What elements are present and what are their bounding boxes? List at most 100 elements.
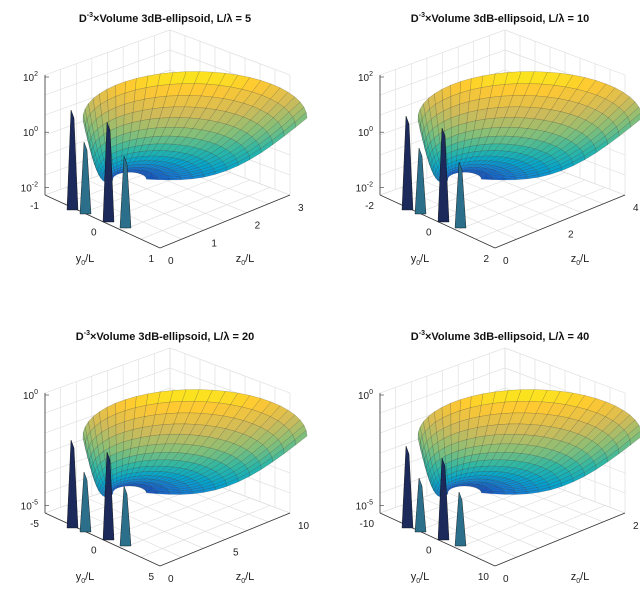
chart-title-suffix: = 40: [564, 331, 589, 343]
y-tick-label: 2: [633, 521, 639, 532]
surface-spike: [401, 115, 414, 211]
x-tick-label: 0: [91, 546, 97, 557]
x-axis-line: [44, 194, 161, 249]
y-axis-line: [159, 512, 291, 567]
y-tick-label: 0: [168, 574, 174, 585]
y-tick-label: 10: [298, 521, 310, 532]
surface-spike: [454, 491, 467, 547]
z-tick-label: 10-5: [356, 499, 373, 512]
surface-spike: [66, 439, 79, 529]
grid-line: [140, 187, 271, 240]
surface-plot: [401, 71, 640, 229]
chart-title-sup: -3: [419, 12, 425, 19]
chart-title-lambda: λ: [558, 13, 564, 25]
chart-title-mid: ×Volume 3dB-ellipsoid, L/: [425, 13, 558, 25]
chart-title-lambda: λ: [558, 331, 564, 343]
chart-title: D-3×Volume 3dB-ellipsoid, L/λ = 5: [79, 12, 251, 25]
surface-spike: [437, 457, 450, 541]
x-tick-label: -1: [30, 201, 39, 212]
z-tick-label: 102: [358, 71, 373, 84]
chart-title-prefix: D: [411, 331, 419, 343]
surface-patch: [146, 491, 158, 494]
z-tick-label: 100: [23, 389, 38, 402]
x-tick-label: 5: [148, 572, 154, 583]
grid-line: [475, 187, 606, 240]
chart-title-sup: -3: [419, 330, 425, 337]
grid-line: [140, 505, 271, 558]
x-axis-label: y0/L: [411, 253, 430, 267]
x-axis-line: [379, 194, 496, 249]
y-axis-line: [494, 194, 626, 249]
surface-patch: [168, 492, 181, 495]
y-axis-label: z0/L: [571, 253, 590, 267]
surface-spike: [119, 155, 132, 229]
surface-patch: [481, 178, 493, 180]
y-tick-label: 5: [233, 548, 239, 559]
grid-line: [379, 29, 626, 76]
surface-patch: [492, 178, 505, 181]
chart-title-prefix: D: [76, 331, 84, 343]
surface-spike: [414, 477, 427, 533]
grid-line: [379, 347, 626, 394]
y-tick-label: 0: [503, 574, 509, 585]
y-axis-label: z0/L: [236, 253, 255, 267]
surface-spike: [401, 445, 414, 529]
surface-spike: [79, 471, 92, 533]
chart-title-lambda: λ: [223, 331, 229, 343]
x-axis-label: y0/L: [76, 253, 95, 267]
surface-patch: [492, 176, 505, 179]
y-axis-line: [159, 194, 291, 249]
grid-line: [44, 29, 291, 76]
z-tick-label: 102: [23, 71, 38, 84]
surface-spike: [414, 147, 427, 215]
surface-plot: [66, 71, 308, 229]
surface-patch: [157, 178, 170, 181]
y-tick-label: 2: [568, 230, 574, 241]
surface-spike: [66, 109, 79, 211]
x-axis-line: [379, 512, 496, 567]
surface-spike: [102, 451, 115, 541]
x-axis-label: y0/L: [411, 571, 430, 585]
x-tick-label: -10: [360, 519, 375, 530]
y-axis-line: [494, 512, 626, 567]
surface-patch: [491, 489, 504, 492]
chart-title-mid: ×Volume 3dB-ellipsoid, L/: [93, 13, 226, 25]
x-tick-label: -5: [30, 519, 39, 530]
z-tick-label: 10-5: [21, 499, 38, 512]
surface-spike: [102, 121, 115, 223]
surface-patch: [157, 492, 170, 495]
chart-title-suffix: = 10: [564, 13, 589, 25]
surface-patch: [492, 492, 505, 495]
surface-patch: [481, 491, 493, 494]
chart-title-suffix: = 5: [233, 13, 252, 25]
y-tick-label: 1: [211, 238, 217, 249]
surface-patch: [503, 177, 516, 181]
chart-title-sup: -3: [84, 330, 90, 337]
y-tick-label: 0: [503, 256, 509, 267]
y-axis-label: z0/L: [236, 571, 255, 585]
grid-line: [475, 505, 606, 558]
y-tick-label: 4: [633, 203, 639, 214]
x-tick-label: 0: [426, 228, 432, 239]
y-tick-label: 3: [298, 203, 304, 214]
surface-spike: [454, 161, 467, 229]
x-tick-label: 0: [426, 546, 432, 557]
surface-spike: [437, 127, 450, 223]
chart-title-suffix: = 20: [229, 331, 254, 343]
chart-title: D-3×Volume 3dB-ellipsoid, L/λ = 20: [76, 330, 254, 343]
y-tick-label: 0: [168, 256, 174, 267]
surface-patch: [156, 489, 169, 492]
surface-plot: [401, 389, 640, 547]
chart-title-prefix: D: [411, 13, 419, 25]
grid-line: [44, 347, 291, 394]
chart-panel-1: D-3×Volume 3dB-ellipsoid, L/λ = 51021001…: [21, 12, 308, 267]
z-tick-label: 10-2: [356, 181, 373, 194]
y-axis-label: z0/L: [571, 571, 590, 585]
x-axis-line: [44, 512, 161, 567]
surface-spike: [119, 485, 132, 547]
z-tick-label: 100: [358, 126, 373, 139]
surface-patch: [146, 178, 158, 180]
chart-panel-4: D-3×Volume 3dB-ellipsoid, L/λ = 4010010-…: [356, 330, 640, 585]
x-tick-label: -2: [365, 201, 374, 212]
